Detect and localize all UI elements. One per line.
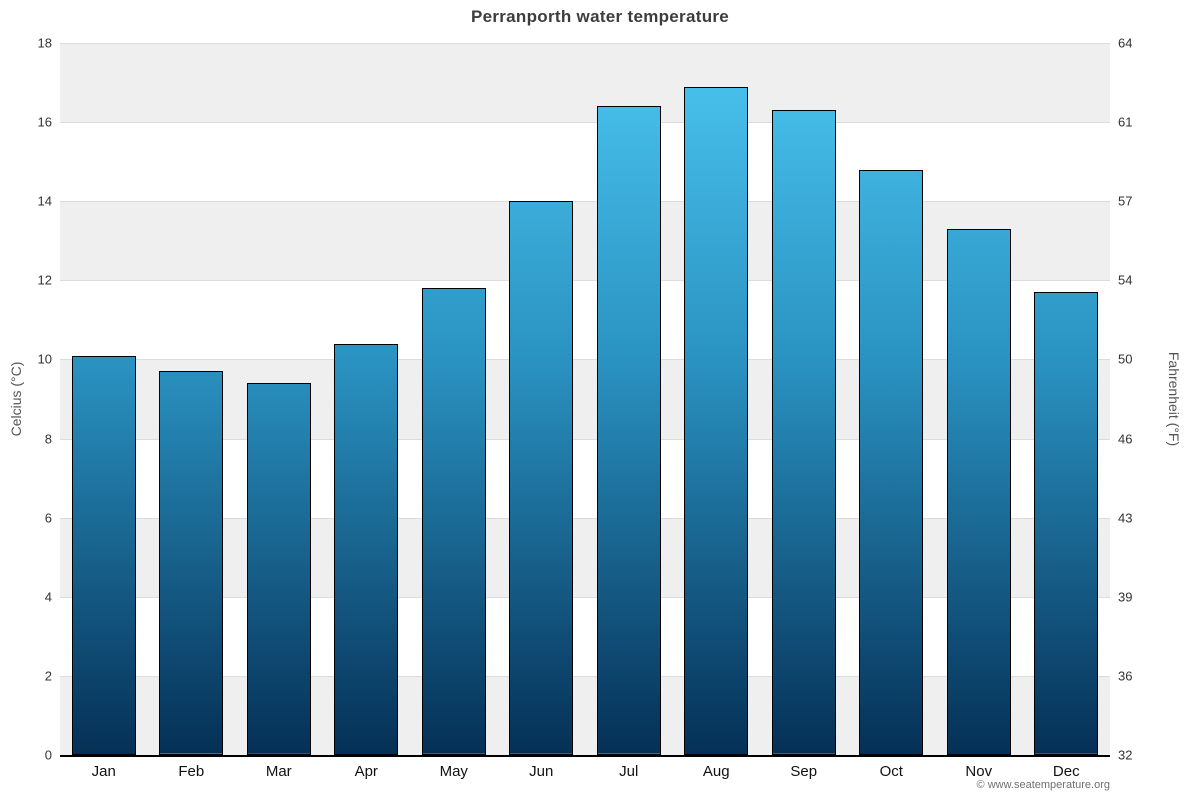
gridline bbox=[60, 596, 1110, 598]
bar-sep bbox=[771, 110, 836, 755]
y-tick-label-fahrenheit: 57 bbox=[1118, 193, 1133, 209]
x-tick-label-dec: Dec bbox=[1052, 763, 1080, 780]
background-band bbox=[60, 596, 1110, 676]
y-tick-label-celsius: 4 bbox=[44, 589, 52, 605]
background-band bbox=[60, 122, 1110, 202]
bar-oct bbox=[859, 169, 924, 755]
y-tick-label-fahrenheit: 46 bbox=[1118, 431, 1133, 447]
background-band bbox=[60, 201, 1110, 281]
copyright-text: © www.seatemperature.org bbox=[976, 779, 1110, 791]
bar-jun bbox=[509, 201, 574, 755]
background-band bbox=[60, 280, 1110, 360]
background-band bbox=[60, 43, 1110, 123]
bar-slot bbox=[760, 43, 848, 755]
x-tick-label-feb: Feb bbox=[178, 763, 205, 780]
gridline bbox=[60, 359, 1110, 361]
x-tick-label-jan: Jan bbox=[91, 763, 116, 780]
y-tick-label-celsius: 6 bbox=[44, 510, 52, 526]
y-tick-label-celsius: 12 bbox=[37, 272, 52, 288]
x-axis-labels: Jan Feb Mar Apr May Jun Jul Aug Sep Oct Nov Dec bbox=[60, 763, 1110, 780]
bar-slot bbox=[848, 43, 936, 755]
x-tick-label-aug: Aug bbox=[702, 763, 730, 780]
y-tick-label-fahrenheit: 64 bbox=[1118, 35, 1133, 51]
y-axis-left-labels: 0 2 4 6 8 10 12 14 16 18 bbox=[0, 36, 52, 763]
x-tick-label-sep: Sep bbox=[790, 763, 818, 780]
y-tick-label-celsius: 14 bbox=[37, 193, 52, 209]
y-tick-label-fahrenheit: 43 bbox=[1118, 510, 1133, 526]
bar-apr bbox=[334, 343, 399, 755]
y-tick-label-celsius: 0 bbox=[44, 747, 52, 763]
bar-slot bbox=[673, 43, 761, 755]
bar-may bbox=[421, 288, 486, 755]
background-band bbox=[60, 675, 1110, 755]
bar-slot bbox=[498, 43, 586, 755]
chart-title: Perranporth water temperature bbox=[470, 7, 730, 26]
bar-mar bbox=[246, 383, 311, 755]
bar-feb bbox=[159, 371, 224, 755]
x-tick-label-jul: Jul bbox=[619, 763, 639, 780]
gridline bbox=[60, 438, 1110, 440]
x-tick-label-jun: Jun bbox=[529, 763, 554, 780]
gridline bbox=[60, 675, 1110, 677]
y-axis-right-labels: 32 36 39 43 46 50 54 57 61 64 bbox=[1118, 36, 1178, 763]
gridline bbox=[60, 201, 1110, 203]
gridline bbox=[60, 280, 1110, 282]
plot-area bbox=[60, 43, 1110, 757]
gridline bbox=[60, 43, 1110, 44]
x-tick-label-nov: Nov bbox=[965, 763, 993, 780]
gridline bbox=[60, 122, 1110, 124]
y-tick-label-celsius: 18 bbox=[37, 35, 52, 51]
x-tick-label-may: May bbox=[439, 763, 468, 780]
y-tick-label-fahrenheit: 61 bbox=[1118, 114, 1133, 130]
x-tick-label-apr: Apr bbox=[354, 763, 378, 780]
y-tick-label-celsius: 8 bbox=[44, 431, 52, 447]
bar-slot bbox=[148, 43, 236, 755]
bar-jan bbox=[71, 355, 136, 755]
bar-slot bbox=[323, 43, 411, 755]
bar-series bbox=[60, 43, 1110, 755]
y-tick-label-celsius: 10 bbox=[37, 351, 52, 367]
x-tick-label-oct: Oct bbox=[879, 763, 903, 780]
x-tick-label-mar: Mar bbox=[265, 763, 292, 780]
y-tick-label-celsius: 2 bbox=[44, 668, 52, 684]
bar-nov bbox=[946, 228, 1011, 755]
y-tick-label-fahrenheit: 39 bbox=[1118, 589, 1133, 605]
background-band bbox=[60, 517, 1110, 597]
y-tick-label-fahrenheit: 50 bbox=[1118, 351, 1133, 367]
bar-slot bbox=[60, 43, 148, 755]
y-tick-label-fahrenheit: 32 bbox=[1118, 747, 1133, 763]
y-tick-label-fahrenheit: 54 bbox=[1118, 272, 1133, 288]
bar-jul bbox=[596, 106, 661, 755]
bar-slot bbox=[1023, 43, 1111, 755]
bar-slot bbox=[585, 43, 673, 755]
bar-dec bbox=[1034, 292, 1099, 755]
y-tick-label-celsius: 16 bbox=[37, 114, 52, 130]
bar-slot bbox=[935, 43, 1023, 755]
y-tick-label-fahrenheit: 36 bbox=[1118, 668, 1133, 684]
bar-aug bbox=[684, 86, 749, 755]
background-band bbox=[60, 359, 1110, 439]
background-band bbox=[60, 438, 1110, 518]
bar-slot bbox=[235, 43, 323, 755]
bar-slot bbox=[410, 43, 498, 755]
gridline bbox=[60, 517, 1110, 519]
